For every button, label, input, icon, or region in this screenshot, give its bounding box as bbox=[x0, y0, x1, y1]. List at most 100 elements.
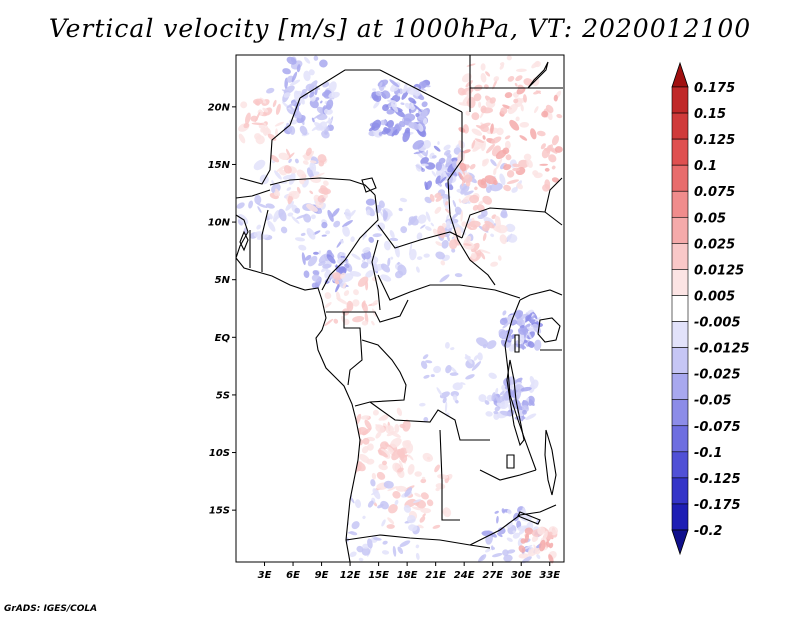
colorbar-segment bbox=[671, 216, 689, 244]
velocity-patch bbox=[309, 166, 314, 171]
colorbar-segment bbox=[671, 503, 689, 531]
velocity-patch bbox=[397, 261, 400, 265]
velocity-patch bbox=[280, 226, 288, 234]
velocity-patch bbox=[462, 194, 472, 204]
border-sudan-south bbox=[461, 207, 563, 239]
map-frame bbox=[235, 54, 565, 563]
velocity-patch bbox=[452, 394, 458, 401]
border-car-drc bbox=[377, 274, 521, 301]
velocity-patch bbox=[320, 100, 323, 104]
velocity-patch bbox=[486, 143, 495, 154]
velocity-patch bbox=[460, 382, 466, 385]
velocity-patch bbox=[324, 318, 334, 327]
velocity-patch bbox=[461, 221, 467, 227]
velocity-patch bbox=[311, 117, 315, 123]
border-niger-libya bbox=[447, 112, 463, 216]
velocity-patch bbox=[417, 256, 423, 261]
velocity-patch bbox=[413, 86, 421, 97]
velocity-patch bbox=[415, 552, 420, 560]
velocity-patch bbox=[426, 499, 434, 507]
velocity-patch bbox=[417, 524, 424, 529]
velocity-patch bbox=[275, 128, 278, 137]
velocity-patch bbox=[445, 365, 452, 374]
velocity-patch bbox=[505, 223, 516, 233]
velocity-field bbox=[236, 55, 563, 564]
map-title: Vertical velocity [m/s] at 1000hPa, VT: … bbox=[48, 14, 752, 43]
velocity-patch bbox=[551, 165, 556, 170]
velocity-patch bbox=[255, 135, 265, 145]
velocity-patch bbox=[502, 322, 510, 329]
velocity-patch bbox=[394, 499, 399, 506]
velocity-patch bbox=[526, 326, 536, 332]
border-drc-congo-river bbox=[354, 339, 407, 407]
velocity-patch bbox=[485, 548, 491, 553]
velocity-patch bbox=[272, 99, 277, 108]
velocity-patch bbox=[425, 360, 433, 364]
velocity-patch bbox=[403, 504, 411, 513]
velocity-patch bbox=[474, 138, 485, 143]
velocity-patch bbox=[282, 68, 291, 75]
velocity-patch bbox=[382, 104, 390, 112]
velocity-patch bbox=[471, 112, 480, 121]
velocity-patch bbox=[501, 508, 505, 514]
velocity-patch bbox=[311, 274, 321, 282]
velocity-patch bbox=[430, 374, 435, 378]
velocity-patch bbox=[511, 319, 518, 325]
velocity-patch bbox=[524, 544, 533, 550]
velocity-patch bbox=[499, 64, 504, 70]
velocity-patch bbox=[323, 193, 328, 199]
velocity-patch bbox=[494, 395, 502, 405]
colorbar-segment bbox=[671, 269, 689, 296]
velocity-patch bbox=[331, 208, 340, 218]
velocity-patch bbox=[440, 176, 444, 182]
lake-malawi bbox=[544, 429, 557, 496]
velocity-patch bbox=[442, 397, 447, 404]
border-ethiopia bbox=[544, 177, 563, 213]
velocity-patch bbox=[282, 174, 294, 180]
colorbar-label: 0.005 bbox=[694, 289, 735, 304]
velocity-patch bbox=[514, 82, 518, 87]
colorbar-bottom-triangle bbox=[671, 529, 689, 556]
map-border bbox=[235, 54, 565, 563]
velocity-patch bbox=[390, 256, 394, 260]
velocity-patch bbox=[380, 119, 387, 126]
colorbar-segment bbox=[671, 425, 689, 453]
velocity-patch bbox=[420, 360, 428, 370]
velocity-patch bbox=[296, 169, 306, 179]
velocity-patch bbox=[328, 91, 340, 99]
velocity-patch bbox=[381, 519, 386, 527]
lon-tick-label: 6E bbox=[286, 570, 300, 581]
velocity-patch bbox=[484, 175, 497, 185]
velocity-patch bbox=[352, 299, 360, 307]
border-nigeria-cameroon bbox=[321, 194, 379, 291]
colorbar-segment bbox=[671, 373, 689, 401]
velocity-patch bbox=[509, 119, 520, 131]
colorbar-segment bbox=[671, 190, 689, 218]
velocity-patch bbox=[304, 56, 311, 64]
velocity-patch bbox=[343, 290, 350, 297]
velocity-patch bbox=[420, 478, 427, 484]
velocity-patch bbox=[421, 109, 428, 119]
velocity-patch bbox=[309, 99, 319, 109]
velocity-patch bbox=[362, 515, 366, 520]
velocity-patch bbox=[415, 163, 422, 172]
velocity-patch bbox=[267, 220, 276, 232]
velocity-patch bbox=[445, 155, 452, 168]
velocity-patch bbox=[262, 107, 269, 113]
velocity-patch bbox=[391, 449, 402, 461]
velocity-patch bbox=[478, 200, 484, 206]
velocity-patch bbox=[375, 424, 385, 433]
velocity-patch bbox=[352, 315, 365, 323]
velocity-patch bbox=[454, 206, 462, 215]
velocity-patch bbox=[336, 291, 341, 302]
velocity-patch bbox=[371, 490, 379, 496]
velocity-patch bbox=[471, 139, 476, 149]
velocity-patch bbox=[307, 255, 318, 267]
velocity-patch bbox=[464, 190, 474, 196]
velocity-patch bbox=[523, 94, 527, 103]
velocity-patch bbox=[548, 554, 554, 564]
velocity-patch bbox=[361, 320, 369, 326]
velocity-patch bbox=[465, 223, 473, 230]
velocity-patch bbox=[515, 116, 520, 122]
velocity-patch bbox=[420, 492, 429, 500]
